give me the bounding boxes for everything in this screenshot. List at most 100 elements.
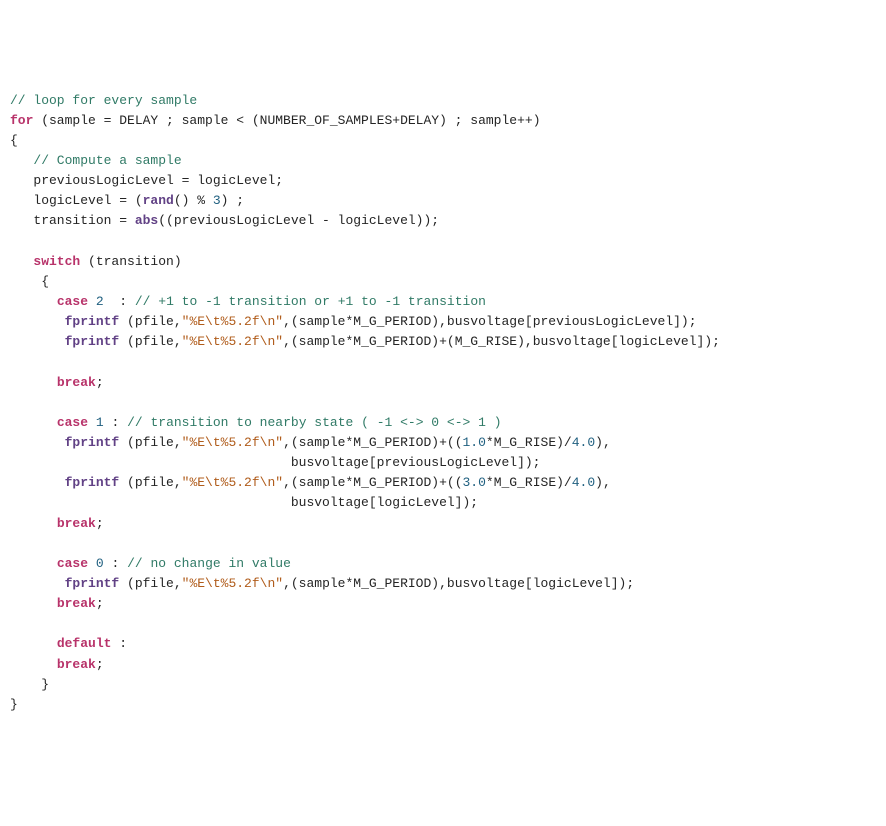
token-plain: (sample = DELAY ; sample < (NUMBER_OF_SA…	[33, 113, 540, 128]
code-line: break;	[10, 514, 876, 534]
token-plain: ,(sample*M_G_PERIOD),busvoltage[previous…	[283, 314, 696, 329]
token-string: "%E\t%5.2f\n"	[182, 576, 283, 591]
token-plain	[10, 516, 57, 531]
token-plain	[88, 556, 96, 571]
code-block: // loop for every sample for (sample = DE…	[10, 91, 876, 715]
token-plain	[10, 576, 65, 591]
token-plain: (pfile,	[119, 435, 181, 450]
token-plain	[10, 415, 57, 430]
token-plain	[10, 435, 65, 450]
token-plain	[88, 415, 96, 430]
token-plain: :	[104, 556, 127, 571]
code-line: {	[10, 131, 876, 151]
token-plain	[88, 294, 96, 309]
code-line	[10, 232, 876, 252]
code-line: logicLevel = (rand() % 3) ;	[10, 191, 876, 211]
token-plain: logicLevel = (	[10, 193, 143, 208]
token-plain: ;	[96, 657, 104, 672]
token-string: "%E\t%5.2f\n"	[182, 334, 283, 349]
token-plain: ) ;	[221, 193, 244, 208]
token-plain: {	[10, 274, 49, 289]
token-number: 4.0	[572, 475, 595, 490]
code-line: }	[10, 675, 876, 695]
token-keyword: break	[57, 375, 96, 390]
code-line: busvoltage[previousLogicLevel]);	[10, 453, 876, 473]
token-plain: {	[10, 133, 18, 148]
code-line: fprintf (pfile,"%E\t%5.2f\n",(sample*M_G…	[10, 433, 876, 453]
token-comment: // no change in value	[127, 556, 291, 571]
code-line: }	[10, 695, 876, 715]
token-keyword: for	[10, 113, 33, 128]
token-plain: :	[104, 294, 135, 309]
token-plain	[10, 153, 33, 168]
token-plain	[10, 556, 57, 571]
token-number: 0	[96, 556, 104, 571]
code-line	[10, 614, 876, 634]
token-plain	[10, 314, 65, 329]
code-line: previousLogicLevel = logicLevel;	[10, 171, 876, 191]
token-plain: busvoltage[previousLogicLevel]);	[10, 455, 541, 470]
token-func: fprintf	[65, 435, 120, 450]
token-keyword: break	[57, 516, 96, 531]
token-plain: ,(sample*M_G_PERIOD),busvoltage[logicLev…	[283, 576, 634, 591]
token-plain: busvoltage[logicLevel]);	[10, 495, 478, 510]
token-plain: ((previousLogicLevel - logicLevel));	[158, 213, 439, 228]
code-line: break;	[10, 655, 876, 675]
token-plain: ;	[96, 596, 104, 611]
token-plain: *M_G_RISE)/	[486, 475, 572, 490]
code-line: switch (transition)	[10, 252, 876, 272]
code-line: // loop for every sample	[10, 91, 876, 111]
token-plain: (pfile,	[119, 334, 181, 349]
token-plain: (transition)	[80, 254, 181, 269]
token-number: 1.0	[463, 435, 486, 450]
token-plain: ,(sample*M_G_PERIOD)+((	[283, 435, 462, 450]
code-line	[10, 352, 876, 372]
token-plain	[10, 254, 33, 269]
token-plain: (pfile,	[119, 314, 181, 329]
token-func: fprintf	[65, 576, 120, 591]
token-plain: previousLogicLevel = logicLevel;	[10, 173, 283, 188]
token-keyword: default	[57, 636, 112, 651]
token-plain: (pfile,	[119, 475, 181, 490]
token-keyword: case	[57, 294, 88, 309]
token-plain: }	[10, 697, 18, 712]
token-string: "%E\t%5.2f\n"	[182, 314, 283, 329]
code-line: fprintf (pfile,"%E\t%5.2f\n",(sample*M_G…	[10, 473, 876, 493]
code-line: case 2 : // +1 to -1 transition or +1 to…	[10, 292, 876, 312]
token-plain	[10, 294, 57, 309]
token-plain: transition =	[10, 213, 135, 228]
token-plain: ,(sample*M_G_PERIOD)+(M_G_RISE),busvolta…	[283, 334, 720, 349]
code-line: case 0 : // no change in value	[10, 554, 876, 574]
token-comment: // +1 to -1 transition or +1 to -1 trans…	[135, 294, 486, 309]
token-plain	[10, 657, 57, 672]
code-line: default :	[10, 634, 876, 654]
code-line	[10, 393, 876, 413]
token-string: "%E\t%5.2f\n"	[182, 475, 283, 490]
token-func: fprintf	[65, 314, 120, 329]
code-line: transition = abs((previousLogicLevel - l…	[10, 211, 876, 231]
token-plain	[10, 334, 65, 349]
token-func: rand	[143, 193, 174, 208]
token-plain: :	[111, 636, 127, 651]
token-func: fprintf	[65, 334, 120, 349]
code-line	[10, 534, 876, 554]
token-plain: ),	[595, 475, 611, 490]
code-line: {	[10, 272, 876, 292]
token-comment: // transition to nearby state ( -1 <-> 0…	[127, 415, 501, 430]
token-plain	[10, 596, 57, 611]
code-line: break;	[10, 594, 876, 614]
token-plain: }	[10, 677, 49, 692]
token-plain: () %	[174, 193, 213, 208]
token-comment: // Compute a sample	[33, 153, 181, 168]
token-plain: *M_G_RISE)/	[486, 435, 572, 450]
token-keyword: break	[57, 596, 96, 611]
code-line: case 1 : // transition to nearby state (…	[10, 413, 876, 433]
token-plain	[10, 636, 57, 651]
code-line: fprintf (pfile,"%E\t%5.2f\n",(sample*M_G…	[10, 574, 876, 594]
code-line: // Compute a sample	[10, 151, 876, 171]
token-plain: ;	[96, 375, 104, 390]
token-plain: ,(sample*M_G_PERIOD)+((	[283, 475, 462, 490]
token-keyword: switch	[33, 254, 80, 269]
token-func: fprintf	[65, 475, 120, 490]
token-func: abs	[135, 213, 158, 228]
